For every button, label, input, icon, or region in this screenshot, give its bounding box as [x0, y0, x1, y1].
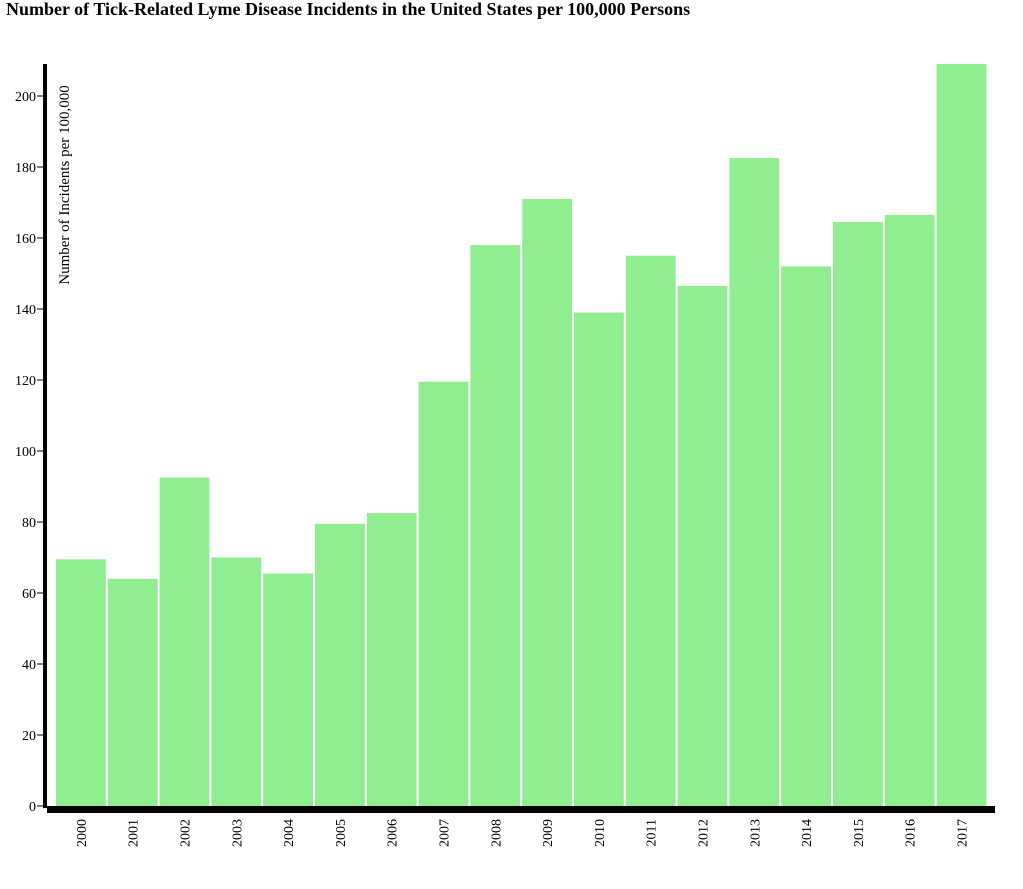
bar-2016 [884, 214, 935, 806]
x-tick-label-2017: 2017 [956, 819, 971, 847]
bar-2004 [263, 573, 313, 806]
y-tick-mark-100 [37, 450, 43, 452]
y-tick-mark-160 [37, 237, 43, 239]
x-tick-label-2004: 2004 [282, 819, 297, 847]
bar-2005 [315, 523, 365, 806]
x-axis-line [47, 806, 995, 813]
x-tick-label-2009: 2009 [541, 819, 556, 847]
bar-2011 [625, 255, 676, 806]
x-tick-label-2005: 2005 [334, 819, 349, 847]
y-tick-label-20: 20 [22, 729, 36, 744]
x-tick-label-2003: 2003 [230, 819, 245, 847]
x-tick-label-2000: 2000 [75, 819, 90, 847]
y-tick-label-120: 120 [15, 374, 36, 389]
bar-2001 [107, 578, 158, 806]
x-tick-label-2012: 2012 [697, 819, 712, 847]
bar-2013 [729, 158, 780, 807]
x-tick-label-2016: 2016 [904, 819, 919, 847]
bar-2010 [574, 312, 624, 806]
x-tick-label-2013: 2013 [748, 819, 763, 847]
x-tick-label-2002: 2002 [179, 819, 194, 847]
bar-2002 [159, 477, 210, 806]
bar-2009 [522, 198, 572, 806]
y-tick-label-0: 0 [29, 800, 36, 815]
x-tick-label-2015: 2015 [852, 819, 867, 847]
y-axis [43, 64, 47, 808]
x-tick-label-2007: 2007 [438, 819, 453, 847]
x-tick-label-2001: 2001 [127, 819, 142, 847]
y-tick-label-80: 80 [22, 516, 36, 531]
y-tick-label-40: 40 [22, 658, 36, 673]
y-tick-mark-80 [37, 521, 43, 523]
y-tick-label-140: 140 [15, 303, 36, 318]
y-axis-line [43, 64, 47, 808]
x-tick-label-2011: 2011 [645, 819, 660, 846]
x-tick-label-2010: 2010 [593, 819, 608, 847]
bar-2003 [211, 557, 262, 806]
y-tick-label-180: 180 [15, 161, 36, 176]
y-tick-label-200: 200 [15, 90, 36, 105]
x-tick-label-2006: 2006 [386, 819, 401, 847]
y-tick-mark-60 [37, 592, 43, 594]
y-axis-label: Number of Incidents per 100,000 [57, 85, 73, 285]
bar-2017 [936, 64, 987, 806]
y-tick-mark-200 [37, 95, 43, 97]
x-axis [47, 806, 995, 813]
y-tick-mark-180 [37, 166, 43, 168]
bars-group [56, 64, 987, 807]
y-tick-label-160: 160 [15, 232, 36, 247]
y-tick-mark-140 [37, 308, 43, 310]
y-tick-mark-0 [37, 805, 43, 807]
y-tick-label-60: 60 [22, 587, 36, 602]
bar-2008 [470, 245, 521, 807]
bar-2006 [366, 513, 417, 806]
bar-2014 [781, 266, 831, 806]
y-tick-mark-20 [37, 734, 43, 736]
y-tick-label-100: 100 [15, 445, 36, 460]
bar-2000 [56, 559, 106, 806]
x-tick-label-2008: 2008 [489, 819, 504, 847]
y-tick-mark-40 [37, 663, 43, 665]
bar-2012 [677, 285, 728, 806]
y-tick-mark-120 [37, 379, 43, 381]
y-tick-labels: 0 20 40 60 80 100 120 140 160 180 200 [15, 90, 43, 815]
bar-2007 [418, 381, 469, 806]
bar-2015 [833, 222, 883, 806]
chart-title: Number of Tick-Related Lyme Disease Inci… [6, 0, 691, 19]
x-tick-label-2014: 2014 [800, 819, 815, 847]
x-tick-labels: 2000 2001 2002 2003 2004 2005 2006 2007 2008 2009… [75, 819, 971, 847]
